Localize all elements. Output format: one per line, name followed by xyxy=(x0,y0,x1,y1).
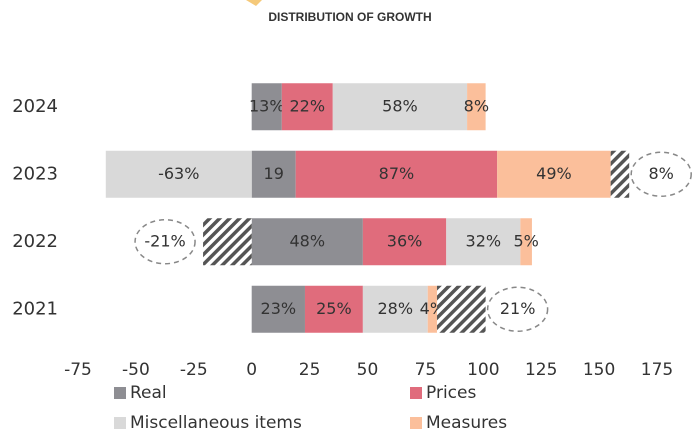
x-tick-label: 25 xyxy=(299,360,321,380)
bar-segment xyxy=(251,218,363,266)
bar-segment xyxy=(251,150,296,198)
legend-label: Miscellaneous items xyxy=(130,413,302,433)
x-tick-label: -25 xyxy=(180,360,208,380)
legend-swatch xyxy=(114,387,126,399)
value-label: 28% xyxy=(378,299,414,318)
bar-segment xyxy=(427,285,437,333)
value-label: 19 xyxy=(264,164,284,183)
residual-ellipse xyxy=(134,219,196,265)
x-tick-label: 50 xyxy=(357,360,379,380)
x-tick-label: 75 xyxy=(415,360,437,380)
residual-ellipse xyxy=(486,286,549,332)
y-tick-label: 2024 xyxy=(12,96,58,117)
x-tick-label: 125 xyxy=(525,360,557,380)
bar-segment xyxy=(362,285,428,333)
bar-segment xyxy=(362,218,447,266)
legend-label: Real xyxy=(130,383,167,403)
x-tick-label: 175 xyxy=(641,360,673,380)
y-tick-label: 2021 xyxy=(12,298,58,319)
value-label: 22% xyxy=(290,96,326,115)
value-label: -63% xyxy=(158,164,199,183)
legend-label: Prices xyxy=(426,383,476,403)
residual-label: 8% xyxy=(649,164,674,183)
x-tick-label: 0 xyxy=(246,360,257,380)
value-label: 13% xyxy=(249,96,285,115)
value-label: 32% xyxy=(466,231,502,250)
y-tick-label: 2023 xyxy=(12,163,58,184)
bar-segment xyxy=(520,218,532,266)
legend-swatch xyxy=(410,387,422,399)
x-tick-label: 150 xyxy=(583,360,615,380)
residual-label: -21% xyxy=(144,231,185,250)
bar-segment xyxy=(304,285,363,333)
residual-bar xyxy=(203,218,252,266)
residual-bar xyxy=(610,150,630,198)
value-label: 36% xyxy=(387,231,423,250)
value-label: 25% xyxy=(316,299,352,318)
value-label: 87% xyxy=(379,164,415,183)
legend-label: Measures xyxy=(426,413,507,433)
bar-segment xyxy=(251,83,282,131)
bar-segment xyxy=(105,150,252,198)
legend-swatch xyxy=(410,417,422,429)
residual-bar xyxy=(436,285,486,333)
value-label: 23% xyxy=(261,299,297,318)
value-label: 58% xyxy=(382,96,418,115)
y-tick-label: 2022 xyxy=(12,231,58,252)
bar-segment xyxy=(295,150,498,198)
value-label: 49% xyxy=(536,164,572,183)
bar-segment xyxy=(467,83,486,131)
value-label: 5% xyxy=(513,231,538,250)
legend-swatch xyxy=(114,417,126,429)
value-label: 48% xyxy=(290,231,326,250)
x-tick-label: 100 xyxy=(467,360,499,380)
value-label: 8% xyxy=(464,96,489,115)
chart-title: DISTRIBUTION OF GROWTH xyxy=(268,10,431,24)
bar-segment xyxy=(497,150,611,198)
x-tick-label: -50 xyxy=(122,360,150,380)
residual-ellipse xyxy=(630,151,692,197)
bar-segment xyxy=(281,83,333,131)
bar-segment xyxy=(251,285,305,333)
bar-segment xyxy=(332,83,468,131)
x-tick-label: -75 xyxy=(64,360,92,380)
decoration xyxy=(246,0,262,6)
residual-label: 21% xyxy=(500,299,536,318)
bar-segment xyxy=(446,218,521,266)
